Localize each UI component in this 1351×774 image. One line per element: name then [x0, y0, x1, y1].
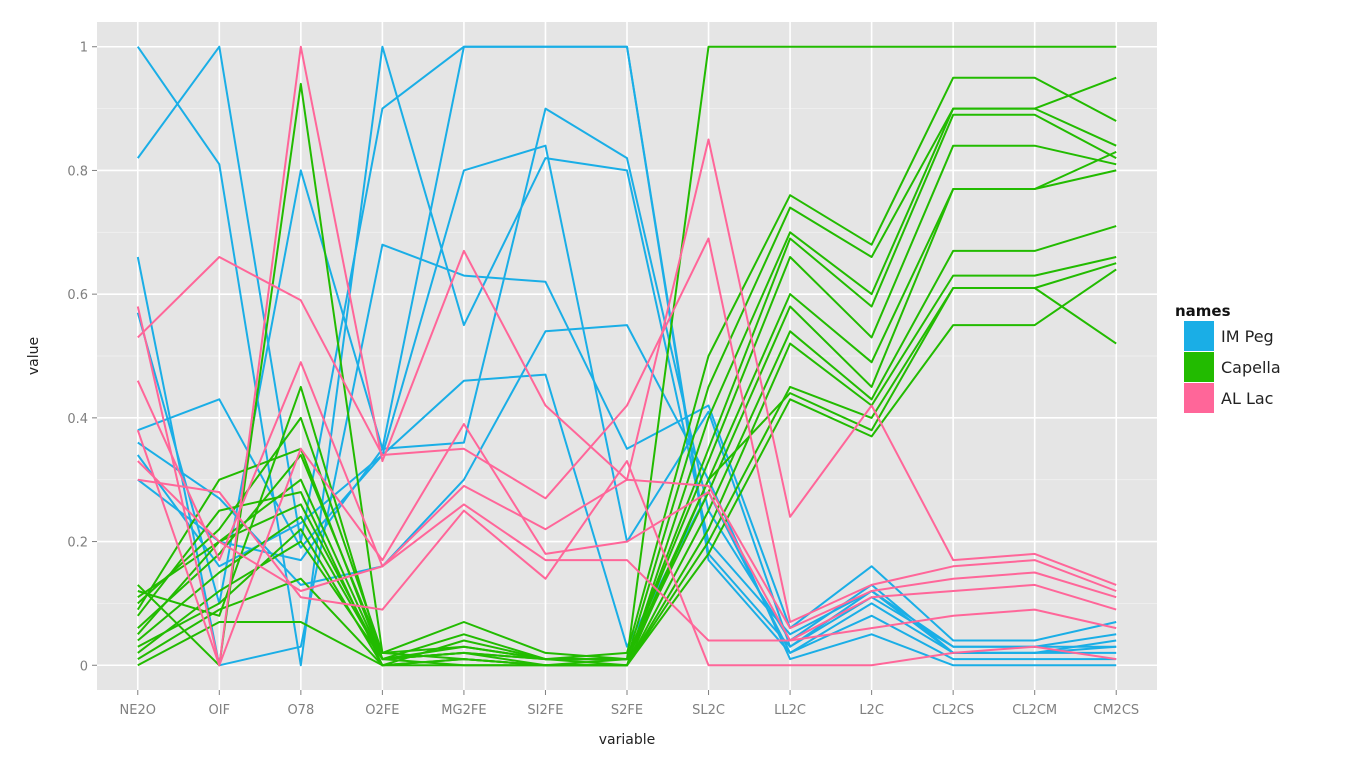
x-tick-label: CL2CS	[932, 703, 974, 718]
x-tick-label: OIF	[209, 703, 231, 718]
y-tick-label: 0.4	[67, 412, 88, 427]
series-line-im-peg	[136, 243, 1117, 667]
series-line-al-lac	[136, 423, 1117, 667]
x-axis: NE2O OIF O78 O2FE MG2FE SI2FE S2FE SL2C LL2C L2C C…	[120, 690, 1139, 718]
x-tick-label: SI2FE	[527, 703, 563, 718]
series-line-im-peg	[137, 324, 1117, 667]
x-tick-label: O78	[287, 703, 314, 718]
legend: names IM Peg Capella AL Lac	[1175, 302, 1281, 413]
y-tick-label: 0.2	[67, 536, 88, 551]
series-line-im-peg	[137, 373, 1117, 661]
x-tick-label: L2C	[859, 703, 884, 718]
legend-title: names	[1175, 302, 1231, 320]
y-axis-title: value	[26, 337, 42, 375]
x-tick-label: MG2FE	[441, 703, 486, 718]
x-axis-title: variable	[599, 732, 655, 748]
x-tick-label: NE2O	[120, 703, 156, 718]
series-lines	[136, 45, 1117, 667]
series-line-capella	[137, 287, 1117, 661]
y-tick-label: 0	[80, 659, 88, 674]
series-line-al-lac	[136, 361, 1117, 630]
x-tick-label: CL2CM	[1012, 703, 1057, 718]
y-tick-label: 0.8	[67, 164, 88, 179]
x-tick-label: CM2CS	[1093, 703, 1139, 718]
x-tick-label: S2FE	[611, 703, 643, 718]
x-tick-label: O2FE	[365, 703, 399, 718]
x-tick-label: SL2C	[692, 703, 725, 718]
series-line-al-lac	[137, 237, 1117, 623]
series-line-al-lac	[137, 460, 1117, 667]
legend-key-al-lac	[1184, 383, 1214, 413]
x-tick-label: LL2C	[774, 703, 806, 718]
y-tick-label: 0.6	[67, 288, 88, 303]
legend-label: IM Peg	[1221, 327, 1274, 346]
series-line-capella	[137, 76, 1117, 661]
legend-label: Capella	[1221, 358, 1281, 377]
legend-key-capella	[1184, 352, 1214, 382]
series-line-al-lac	[137, 460, 1117, 642]
y-tick-label: 1	[80, 41, 88, 56]
y-axis: 0 0.2 0.4 0.6 0.8 1	[67, 41, 97, 674]
legend-label: AL Lac	[1221, 389, 1273, 408]
legend-key-im-peg	[1184, 321, 1214, 351]
series-line-capella	[137, 268, 1117, 667]
